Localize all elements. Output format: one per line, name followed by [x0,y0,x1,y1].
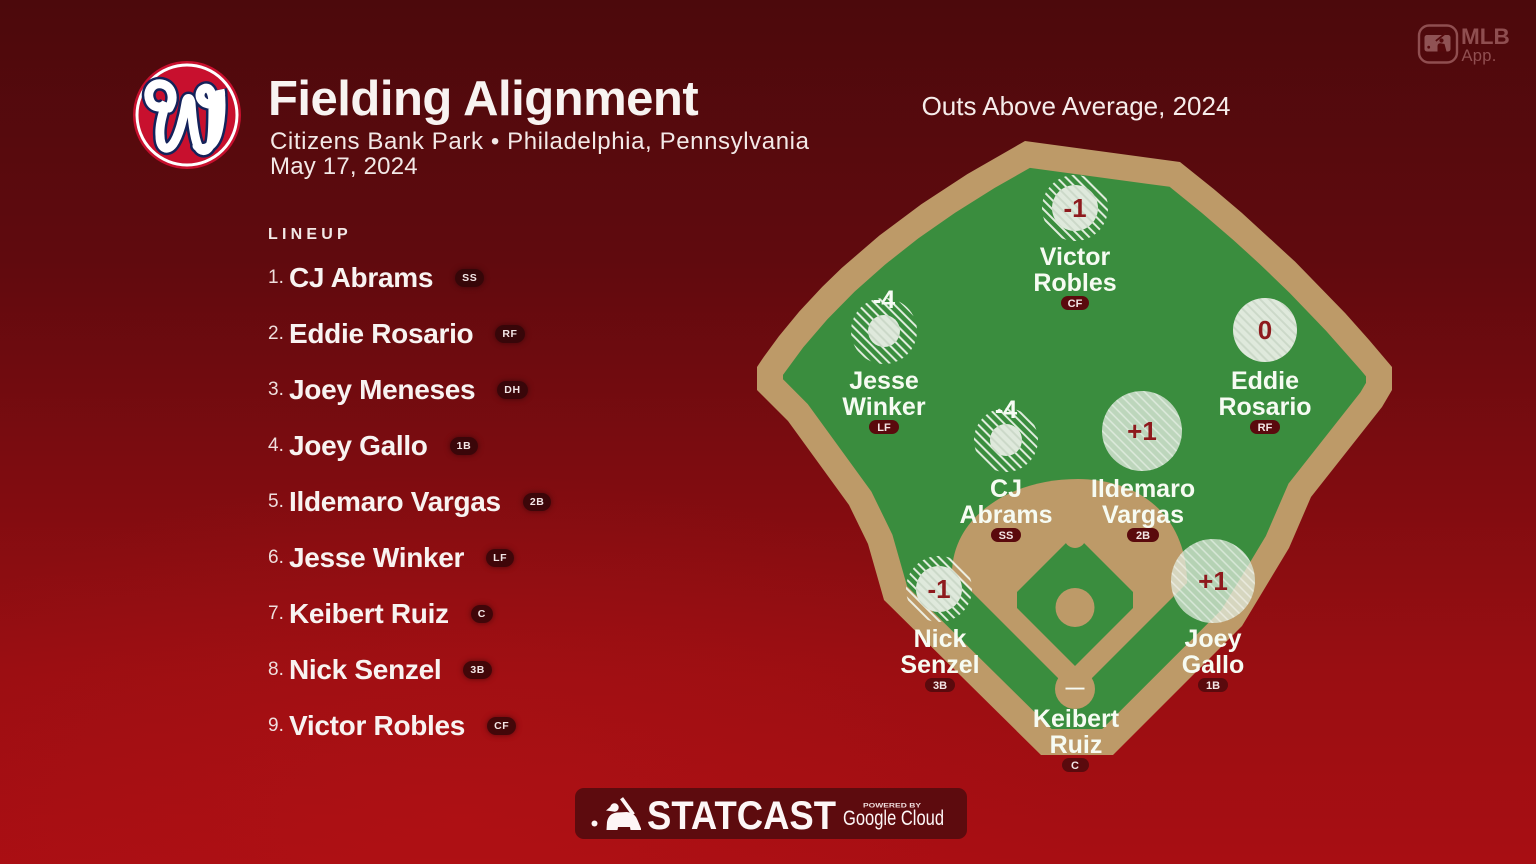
svg-text:C: C [1071,760,1079,772]
svg-text:POWERED BY: POWERED BY [863,803,922,810]
svg-text:STATCAST: STATCAST [647,794,836,838]
svg-text:1B: 1B [1206,680,1220,692]
svg-text:Victor: Victor [1040,243,1111,271]
svg-text:—: — [1066,678,1085,699]
svg-text:-1: -1 [1063,193,1086,223]
svg-text:-1: -1 [927,574,950,604]
svg-text:SS: SS [999,530,1014,542]
svg-text:Ruiz: Ruiz [1050,731,1103,759]
svg-text:3B: 3B [933,680,947,692]
svg-text:Jesse: Jesse [849,367,919,395]
svg-text:RF: RF [1258,422,1273,434]
svg-text:Eddie: Eddie [1231,367,1299,395]
svg-text:Abrams: Abrams [959,501,1052,529]
svg-text:+1: +1 [1127,416,1157,446]
svg-text:Gallo: Gallo [1182,651,1245,679]
svg-text:-4: -4 [873,286,895,314]
svg-text:Rosario: Rosario [1218,393,1311,421]
svg-text:-4: -4 [995,396,1017,424]
svg-text:Vargas: Vargas [1102,501,1184,529]
svg-text:Keibert: Keibert [1033,705,1120,733]
svg-text:Joey: Joey [1185,625,1242,653]
svg-text:Ildemaro: Ildemaro [1091,475,1195,503]
svg-text:Robles: Robles [1033,269,1116,297]
svg-text:Senzel: Senzel [900,651,979,679]
svg-text:LF: LF [877,422,891,434]
svg-text:0: 0 [1258,315,1272,345]
svg-text:CJ: CJ [990,475,1022,503]
svg-text:App.: App. [1462,47,1497,65]
svg-text:MLB: MLB [1461,24,1510,49]
svg-text:+1: +1 [1198,566,1228,596]
svg-text:2B: 2B [1136,530,1150,542]
svg-text:CF: CF [1068,298,1083,310]
svg-text:Winker: Winker [842,393,925,421]
svg-text:Nick: Nick [914,625,967,653]
svg-text:Google Cloud: Google Cloud [843,807,944,830]
